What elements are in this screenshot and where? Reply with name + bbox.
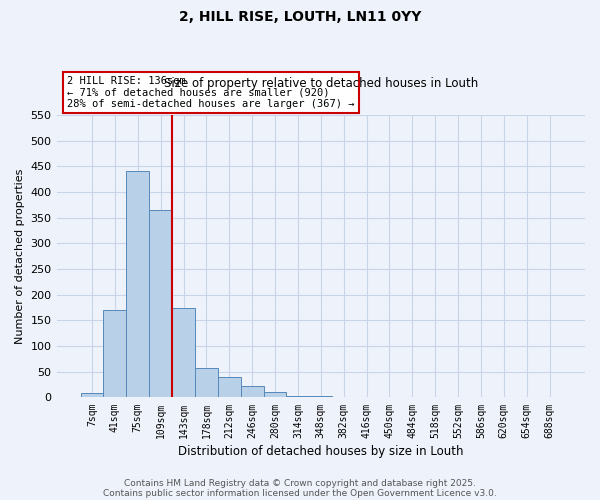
Text: 2 HILL RISE: 136sqm
← 71% of detached houses are smaller (920)
28% of semi-detac: 2 HILL RISE: 136sqm ← 71% of detached ho… <box>67 76 355 109</box>
Title: Size of property relative to detached houses in Louth: Size of property relative to detached ho… <box>164 77 478 90</box>
Bar <box>310 396 332 398</box>
Bar <box>103 310 127 398</box>
Bar <box>127 172 149 398</box>
Bar <box>195 368 218 398</box>
Text: Contains public sector information licensed under the Open Government Licence v3: Contains public sector information licen… <box>103 488 497 498</box>
Bar <box>218 377 241 398</box>
Bar <box>263 392 286 398</box>
Bar <box>80 394 103 398</box>
Bar <box>149 210 172 398</box>
Bar <box>286 396 310 398</box>
Bar <box>241 386 263 398</box>
Bar <box>172 308 195 398</box>
Text: 2, HILL RISE, LOUTH, LN11 0YY: 2, HILL RISE, LOUTH, LN11 0YY <box>179 10 421 24</box>
X-axis label: Distribution of detached houses by size in Louth: Distribution of detached houses by size … <box>178 444 464 458</box>
Y-axis label: Number of detached properties: Number of detached properties <box>15 168 25 344</box>
Text: Contains HM Land Registry data © Crown copyright and database right 2025.: Contains HM Land Registry data © Crown c… <box>124 478 476 488</box>
